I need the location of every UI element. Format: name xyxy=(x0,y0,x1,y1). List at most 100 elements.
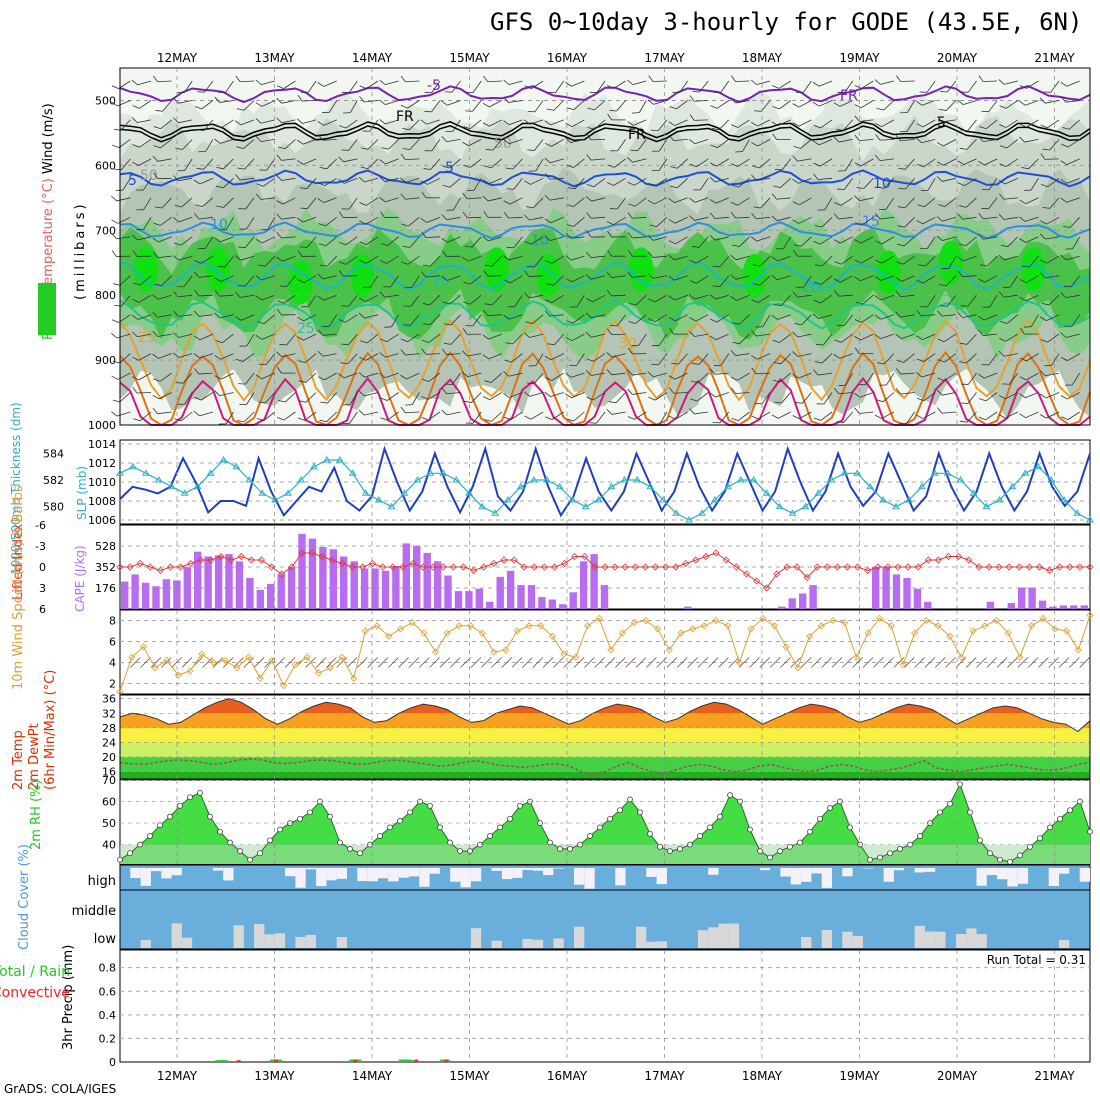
wind-barb-flag xyxy=(1002,383,1010,385)
cloud-low-gap xyxy=(656,941,667,948)
wind-barb-flag xyxy=(960,305,968,307)
wind-barb xyxy=(960,392,977,404)
thickness-marker xyxy=(129,462,137,470)
wind-barb xyxy=(978,275,998,283)
wind-barb-flag xyxy=(548,91,556,93)
wind-barb xyxy=(461,371,482,378)
wind-barb-flag xyxy=(421,395,428,400)
wind-barb xyxy=(255,294,275,301)
wind-barb xyxy=(999,100,1019,109)
wind-barb xyxy=(875,236,895,245)
wind-barb-shaft xyxy=(472,100,482,112)
wind-barb-shaft xyxy=(903,353,915,363)
wind-barb-flag xyxy=(668,219,676,224)
wind-speed-marker xyxy=(525,622,533,630)
wind-barb xyxy=(463,275,482,285)
wind-barb-flag xyxy=(606,289,612,297)
wind-barb-shaft xyxy=(263,177,276,187)
wind-barb-shaft xyxy=(488,353,502,360)
wind-barb xyxy=(256,411,276,421)
li-marker xyxy=(722,556,730,564)
wind-barb xyxy=(235,75,255,83)
wind-barb-flag xyxy=(198,248,206,250)
wind-barb xyxy=(319,411,337,423)
wind-barb-flag xyxy=(153,172,158,179)
wind-barb xyxy=(936,116,956,123)
wind-barb-shaft xyxy=(281,216,296,220)
wind-barb-flag xyxy=(647,199,655,205)
wind-barb-flag xyxy=(1060,197,1067,203)
wind-barb xyxy=(895,368,915,375)
wind-speed-marker xyxy=(899,661,907,669)
wind-barb-shaft xyxy=(428,411,441,421)
wind-barb-shaft xyxy=(818,177,833,180)
wind-barb-shaft xyxy=(941,411,956,414)
wind-barb-flag xyxy=(689,317,696,322)
surface-barb xyxy=(449,657,461,668)
wind-barb-shaft xyxy=(554,333,565,345)
wind-barb-shaft xyxy=(409,139,420,150)
cloud-high-gap xyxy=(1059,868,1070,874)
wind-barb-shaft xyxy=(535,158,544,172)
wind-barb-shaft xyxy=(674,314,688,322)
wind-barb xyxy=(1060,96,1080,103)
wind-barb xyxy=(503,119,523,126)
wind-barb-flag xyxy=(960,129,968,132)
wind-barb-flag xyxy=(672,91,680,93)
wind-barb-flag xyxy=(918,264,926,267)
wind-barb-shaft xyxy=(549,314,564,317)
wind-barb xyxy=(317,197,337,203)
wind-barb-shaft xyxy=(678,353,688,365)
wind-ytick-4: 4 xyxy=(109,657,116,670)
wind-barb xyxy=(276,351,296,358)
cloud-high-gap xyxy=(574,868,585,885)
wind-barb-flag xyxy=(193,310,200,317)
li-marker xyxy=(1025,563,1033,571)
wind-barb-shaft xyxy=(839,353,853,359)
wind-barb-flag xyxy=(524,415,532,420)
wind-barb xyxy=(793,139,812,149)
wind-barb-flag xyxy=(898,187,906,190)
wind-barb-shaft xyxy=(1025,100,1039,106)
date-label-17may-top: 17MAY xyxy=(644,51,685,65)
wind-barb xyxy=(689,408,709,415)
wind-barb-flag xyxy=(235,291,241,298)
wind-barb xyxy=(379,99,399,105)
wind-barb-shaft xyxy=(487,80,502,83)
wind-barb-shaft xyxy=(244,158,255,170)
wind-barb-flag xyxy=(792,415,800,420)
wind-barb-shaft xyxy=(757,139,771,147)
wind-barb-flag xyxy=(401,261,409,265)
wind-barb-flag xyxy=(565,81,572,87)
wind-barb-flag xyxy=(545,377,552,381)
wind-barb-shaft xyxy=(1066,177,1080,184)
wind-barb-flag xyxy=(177,92,185,94)
wind-barb xyxy=(152,294,172,300)
wind-barb-shaft xyxy=(838,392,853,395)
wind-barb-shaft xyxy=(1005,158,1019,167)
wind-barb xyxy=(812,80,833,87)
wind-barb-shaft xyxy=(386,255,399,264)
wind-barb-shaft xyxy=(1071,314,1081,327)
wind-barb xyxy=(709,294,729,300)
wind-barb-shaft xyxy=(923,353,936,362)
wind-barb xyxy=(441,348,461,355)
wind-barb-flag xyxy=(484,303,492,306)
wind-barb xyxy=(1019,197,1039,205)
wind-barb-flag xyxy=(711,127,719,131)
wind-barb xyxy=(730,274,750,280)
wind-barb-shaft xyxy=(140,275,152,286)
wind-speed-marker xyxy=(794,664,802,672)
wind-barb xyxy=(609,100,626,112)
rh-marker xyxy=(497,824,503,831)
wind-barb xyxy=(998,79,1018,85)
wind-barb-shaft xyxy=(203,119,214,131)
wind-barb-shaft xyxy=(1045,275,1060,279)
wind-barb xyxy=(957,158,977,165)
contour-label-1: -5 xyxy=(427,78,441,94)
wind-barb xyxy=(423,314,441,326)
wind-barb-shaft xyxy=(116,236,131,240)
wind-barb xyxy=(585,274,606,280)
cloud-high-gap xyxy=(491,868,502,871)
wind-barb xyxy=(234,119,255,126)
